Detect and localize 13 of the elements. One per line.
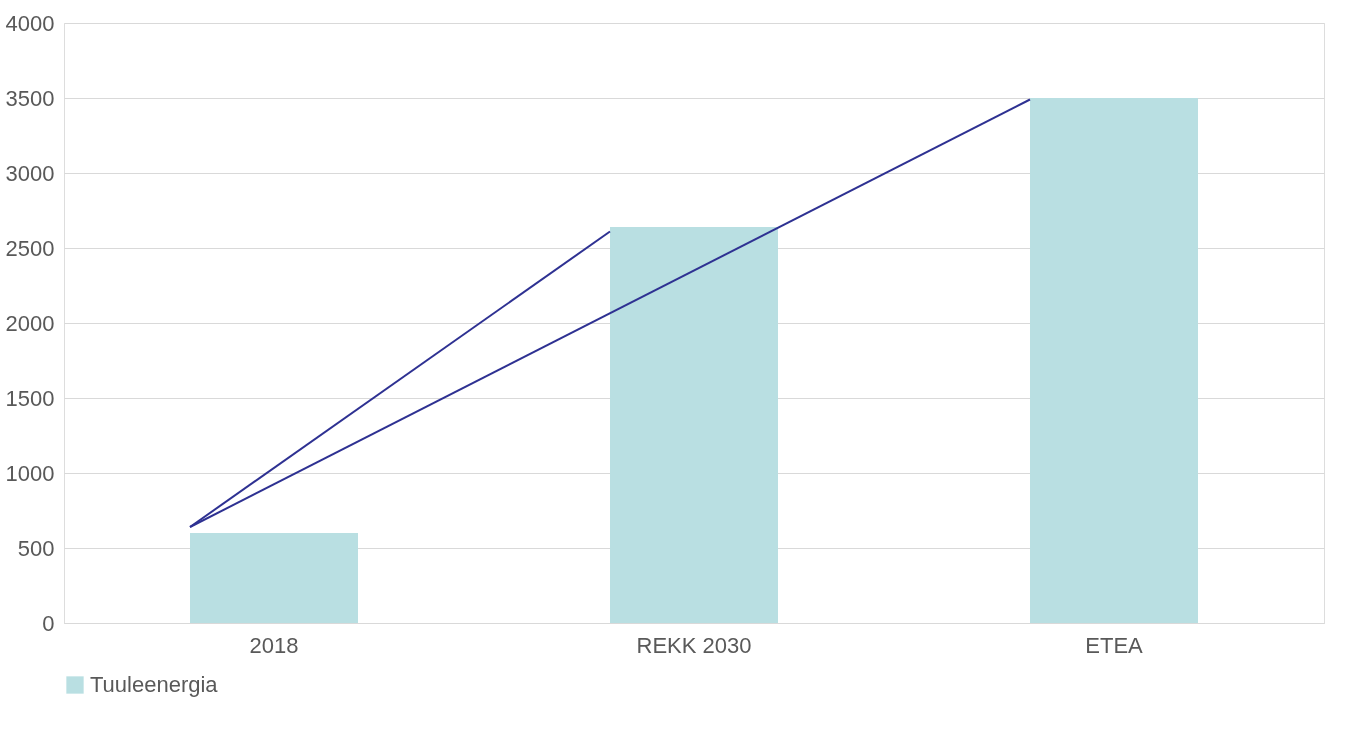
y-tick-label: 2500: [5, 235, 55, 261]
y-tick-label: 2000: [5, 310, 55, 336]
y-tick-label: 0: [42, 610, 55, 636]
y-tick-label: 1000: [5, 460, 55, 486]
y-tick-label: 1500: [5, 385, 55, 411]
x-tick-label: 2018: [249, 632, 299, 658]
y-tick-label: 3500: [5, 85, 55, 111]
x-tick-label: REKK 2030: [636, 632, 752, 658]
x-tick-label: ETEA: [1085, 632, 1144, 658]
y-tick-label: 500: [17, 535, 55, 561]
legend-label: Tuuleenergia: [90, 672, 219, 697]
y-tick-label: 4000: [5, 10, 55, 36]
y-tick-label: 3000: [5, 160, 55, 186]
